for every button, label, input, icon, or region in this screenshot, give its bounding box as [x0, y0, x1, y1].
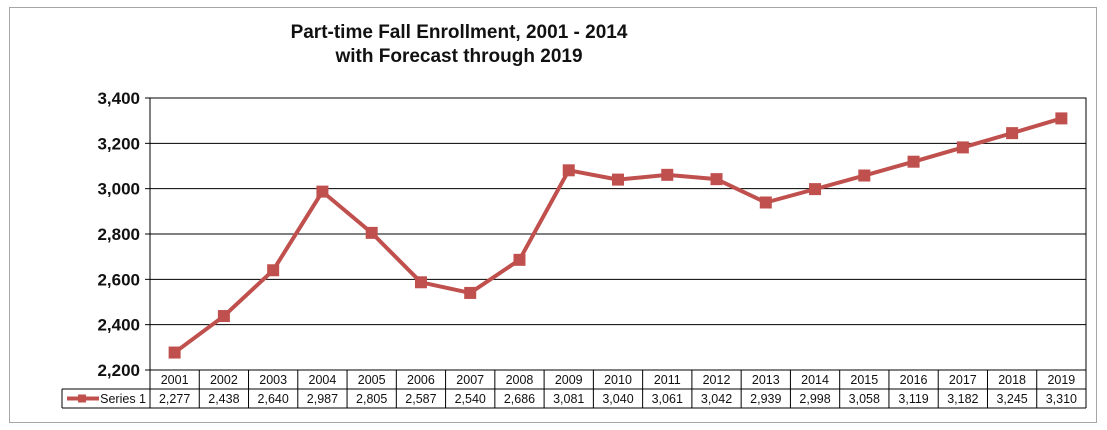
data-point-marker	[168, 346, 181, 359]
data-point-marker	[612, 173, 624, 186]
category-label: 2010	[604, 373, 632, 387]
data-value-label: 2,640	[258, 392, 289, 406]
data-value-label: 3,182	[947, 392, 978, 406]
data-value-label: 2,587	[405, 392, 436, 406]
category-label: 2019	[1047, 373, 1075, 387]
grid-layer	[149, 97, 1087, 371]
data-value-label: 3,119	[898, 392, 928, 406]
data-value-label: 2,987	[307, 392, 338, 406]
chart-subtitle: with Forecast through 2019	[334, 46, 582, 67]
ytick-label: 3,000	[97, 180, 140, 199]
category-label: 2018	[998, 373, 1026, 387]
data-point-marker	[562, 164, 575, 177]
category-label: 2008	[506, 373, 534, 387]
data-value-label: 2,277	[159, 392, 190, 406]
category-label: 2003	[259, 373, 287, 387]
category-label: 2017	[949, 373, 977, 387]
data-table: 2001 2,277 2002 2,438 2003 2,640 2004 2,987 2005…	[61, 370, 1087, 409]
ytick-label: 2,200	[97, 361, 140, 380]
data-point-marker	[661, 168, 674, 181]
y-axis-ticks: 2,200 2,400 2,600 2,800 3,000 3,200 3,400	[97, 89, 150, 380]
category-label: 2015	[850, 373, 878, 387]
chart-frame: Part-time Fall Enrollment, 2001 - 2014 w…	[9, 7, 1097, 423]
chart-svg: Part-time Fall Enrollment, 2001 - 2014 w…	[61, 22, 1087, 409]
data-value-label: 3,081	[553, 392, 584, 406]
category-label: 2001	[161, 373, 189, 387]
ytick-label: 3,200	[97, 134, 140, 153]
data-point-marker	[907, 155, 920, 168]
ytick-label: 2,800	[97, 225, 140, 244]
category-label: 2005	[358, 373, 386, 387]
data-value-label: 3,245	[996, 392, 1027, 406]
data-point-marker	[1006, 127, 1019, 140]
data-value-label: 3,310	[1046, 392, 1077, 406]
data-point-marker	[858, 169, 871, 182]
data-value-label: 3,061	[652, 392, 683, 406]
legend-series-name: Series 1	[100, 392, 146, 406]
category-label: 2014	[801, 373, 829, 387]
category-label: 2011	[654, 373, 681, 387]
data-point-marker	[267, 264, 280, 277]
data-value-label: 2,686	[504, 392, 535, 406]
category-label: 2009	[555, 373, 583, 387]
data-point-marker	[365, 226, 378, 239]
data-value-label: 2,540	[455, 392, 486, 406]
category-label: 2006	[407, 373, 435, 387]
category-label: 2004	[309, 373, 337, 387]
category-label: 2002	[210, 373, 238, 387]
data-point-marker	[316, 185, 329, 198]
data-value-label: 2,438	[208, 392, 239, 406]
category-label: 2016	[900, 373, 928, 387]
data-value-label: 2,939	[750, 392, 781, 406]
data-value-label: 3,058	[849, 392, 880, 406]
ytick-label: 2,400	[97, 316, 140, 335]
ytick-label: 2,600	[97, 270, 140, 289]
series-layer	[168, 112, 1068, 359]
data-value-label: 3,042	[701, 392, 732, 406]
data-value-label: 2,805	[356, 392, 387, 406]
chart-title: Part-time Fall Enrollment, 2001 - 2014	[291, 22, 628, 43]
series-line	[173, 116, 1062, 355]
data-point-marker	[710, 173, 723, 186]
category-label: 2013	[752, 373, 780, 387]
data-value-label: 2,998	[799, 392, 830, 406]
legend-marker	[78, 394, 86, 403]
data-point-marker	[809, 183, 822, 196]
category-label: 2012	[703, 373, 731, 387]
category-label: 2007	[456, 373, 484, 387]
ytick-label: 3,400	[97, 89, 140, 108]
data-point-marker	[513, 253, 526, 266]
data-point-marker	[464, 286, 477, 299]
data-value-label: 3,040	[602, 392, 633, 406]
data-point-marker	[1055, 112, 1068, 125]
data-point-marker	[217, 310, 230, 323]
data-point-marker	[759, 196, 772, 209]
data-point-marker	[956, 141, 969, 154]
data-point-marker	[414, 276, 427, 289]
